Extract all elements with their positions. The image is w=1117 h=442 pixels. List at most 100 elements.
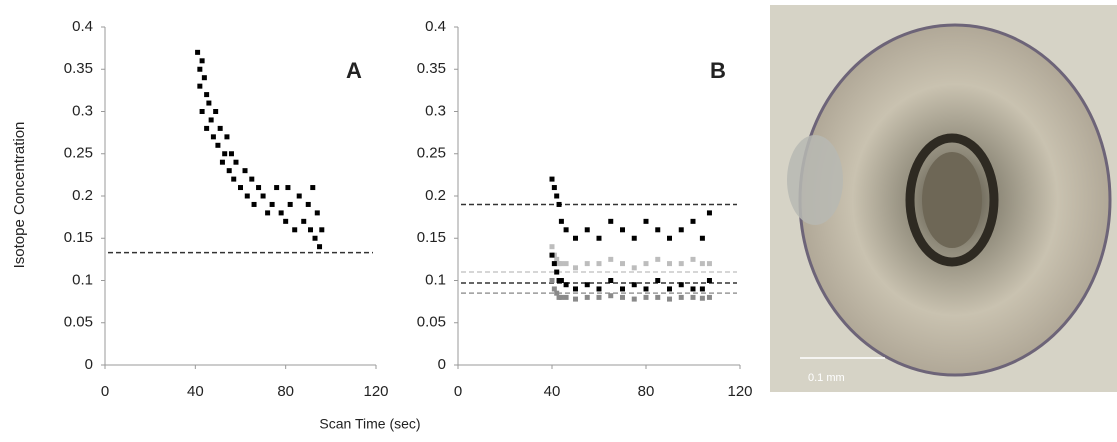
point xyxy=(690,286,696,292)
point xyxy=(706,294,712,300)
point xyxy=(296,193,302,199)
point xyxy=(226,168,232,174)
point xyxy=(285,185,291,191)
point xyxy=(573,235,578,241)
point xyxy=(310,185,316,191)
point xyxy=(556,201,562,207)
point xyxy=(699,286,705,292)
y-tick-label: 0.15 xyxy=(64,229,93,246)
point xyxy=(283,218,289,224)
y-tick-label: 0.1 xyxy=(425,271,446,288)
point xyxy=(314,210,320,216)
point xyxy=(228,151,234,157)
x-tick-label: 0 xyxy=(101,383,109,400)
point xyxy=(265,210,271,216)
y-tick-label: 0.4 xyxy=(72,18,93,35)
point xyxy=(620,294,625,300)
point xyxy=(274,185,280,191)
y-axis-label: Isotope Concentration xyxy=(11,122,28,269)
point xyxy=(319,227,325,233)
point xyxy=(584,294,590,300)
point xyxy=(308,227,314,233)
point xyxy=(260,193,266,199)
point xyxy=(197,83,203,89)
point xyxy=(206,100,212,106)
point xyxy=(558,261,564,267)
point xyxy=(199,58,205,64)
point xyxy=(554,269,560,275)
point xyxy=(549,278,555,283)
point xyxy=(573,265,578,271)
point xyxy=(706,261,712,267)
point xyxy=(631,296,637,302)
point xyxy=(292,227,298,233)
point xyxy=(706,210,712,216)
point xyxy=(197,66,203,72)
point xyxy=(596,235,602,241)
point xyxy=(278,210,284,216)
x-axis-label: Scan Time (sec) xyxy=(319,416,420,432)
point xyxy=(631,265,637,271)
point xyxy=(549,176,555,182)
point xyxy=(563,227,569,233)
point xyxy=(213,109,219,114)
point xyxy=(699,235,705,241)
point xyxy=(215,142,221,148)
point xyxy=(204,92,210,98)
y-tick-label: 0 xyxy=(438,356,446,373)
point xyxy=(249,176,255,182)
point xyxy=(204,125,210,131)
point xyxy=(305,201,311,207)
point xyxy=(201,75,207,81)
y-tick-label: 0.2 xyxy=(72,187,93,204)
point xyxy=(699,295,705,301)
point xyxy=(217,125,223,131)
point xyxy=(596,294,602,300)
y-tick-label: 0.35 xyxy=(417,60,446,77)
point xyxy=(667,235,672,241)
point xyxy=(643,261,649,267)
point xyxy=(620,286,625,292)
point xyxy=(563,261,569,267)
point xyxy=(678,261,684,267)
panel-label: B xyxy=(710,58,726,83)
point xyxy=(655,227,661,233)
point xyxy=(608,293,614,299)
x-tick-label: 40 xyxy=(187,383,204,400)
point xyxy=(631,282,637,288)
x-tick-label: 80 xyxy=(638,383,655,400)
point xyxy=(256,185,262,191)
y-tick-label: 0.15 xyxy=(417,229,446,246)
x-tick-label: 120 xyxy=(363,383,388,400)
point xyxy=(667,286,672,292)
point xyxy=(690,218,696,224)
y-tick-label: 0.1 xyxy=(72,271,93,288)
point xyxy=(238,185,243,191)
point xyxy=(667,261,672,267)
point xyxy=(620,261,625,267)
x-tick-label: 80 xyxy=(277,383,294,400)
point xyxy=(620,227,625,233)
point xyxy=(558,218,564,224)
point xyxy=(655,294,661,300)
point xyxy=(596,261,602,267)
point xyxy=(584,261,590,267)
point xyxy=(596,286,602,292)
point xyxy=(233,159,239,165)
point xyxy=(584,227,590,233)
y-tick-label: 0.25 xyxy=(64,145,93,162)
point xyxy=(690,294,696,300)
point xyxy=(558,294,564,300)
point xyxy=(667,296,672,302)
point xyxy=(231,176,237,182)
point xyxy=(584,282,590,288)
y-tick-label: 0.2 xyxy=(425,187,446,204)
point xyxy=(678,282,684,288)
point xyxy=(608,278,614,283)
point xyxy=(563,294,569,300)
point xyxy=(317,244,323,250)
point xyxy=(573,296,578,302)
point xyxy=(549,244,555,250)
point xyxy=(643,294,649,300)
point xyxy=(195,49,201,55)
